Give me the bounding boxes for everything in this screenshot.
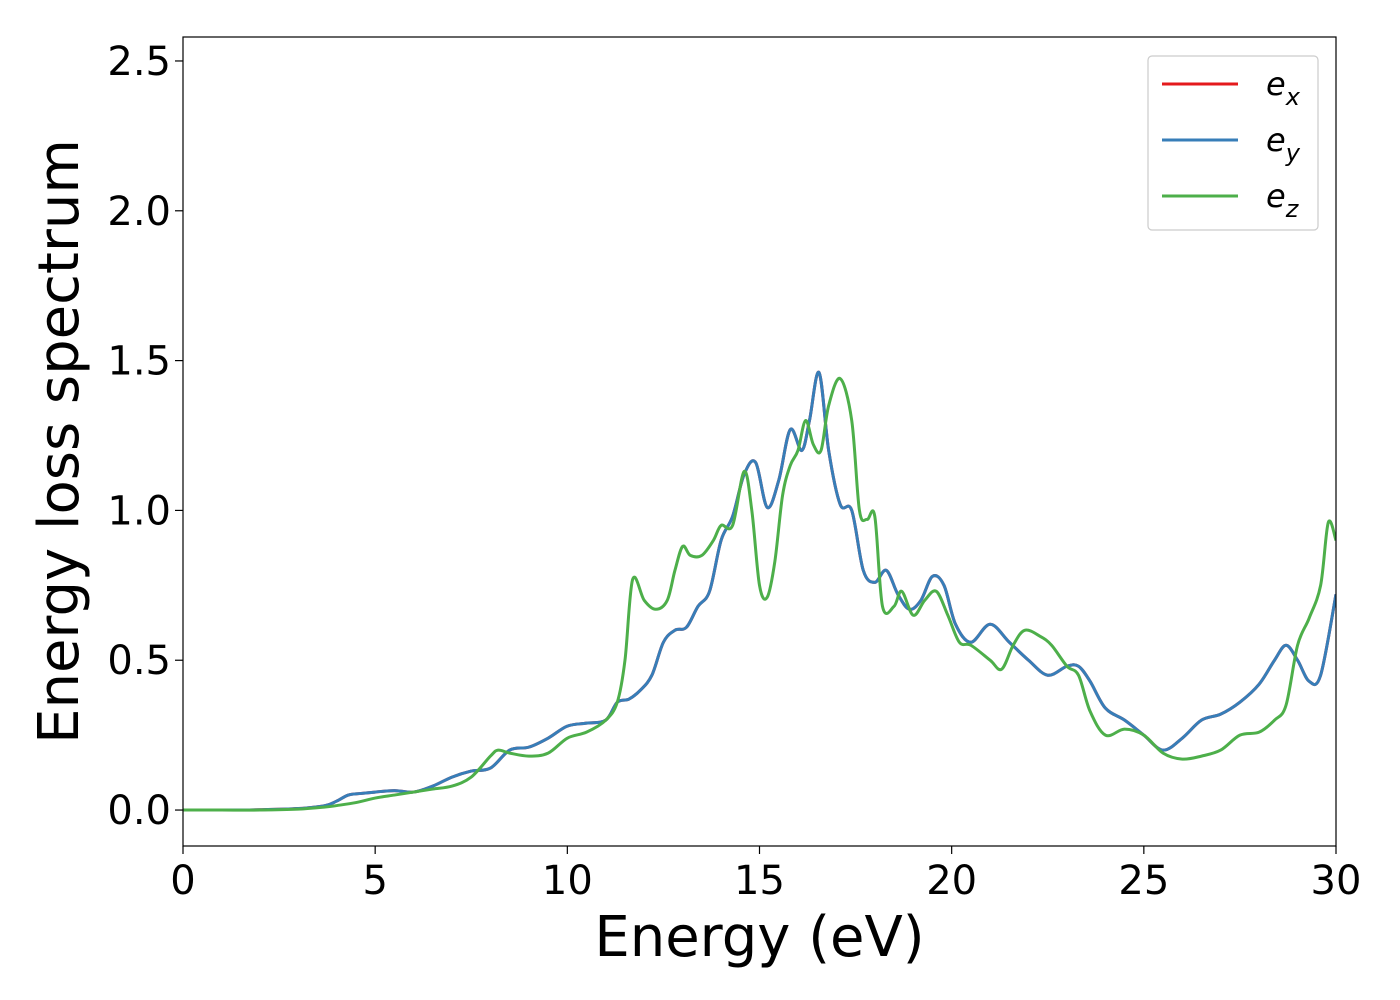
legend-label-ez: ez [1266, 177, 1300, 223]
legend-label-ex: ex [1266, 65, 1301, 111]
x-tick-label: 15 [734, 858, 785, 904]
x-tick-label: 30 [1311, 858, 1362, 904]
x-tick-label: 10 [542, 858, 593, 904]
series-line-ez [183, 377, 1336, 812]
x-axis-title: Energy (eV) [594, 905, 924, 970]
legend-label-ey: ey [1266, 121, 1301, 167]
x-tick-label: 5 [362, 858, 387, 904]
y-tick-label: 0.5 [107, 638, 171, 684]
y-axis-title: Energy loss spectrum [27, 139, 92, 744]
legend-box [1147, 55, 1319, 231]
y-tick-label: 2.5 [107, 39, 171, 85]
y-tick-label: 2.0 [107, 189, 171, 235]
y-tick-label: 1.0 [107, 488, 171, 534]
series-layer [183, 371, 1336, 812]
y-tick-label: 1.5 [107, 339, 171, 385]
x-tick-label: 20 [926, 858, 977, 904]
x-tick-label: 25 [1118, 858, 1169, 904]
y-tick-label: 0.0 [107, 788, 171, 834]
x-tick-label: 0 [170, 858, 195, 904]
y-axis-ticks: 0.0 0.5 1.0 1.5 2.0 2.5 [107, 39, 183, 834]
legend: ex ey ez [1147, 55, 1319, 231]
x-axis-ticks: 0 5 10 15 20 25 30 [170, 846, 1361, 904]
